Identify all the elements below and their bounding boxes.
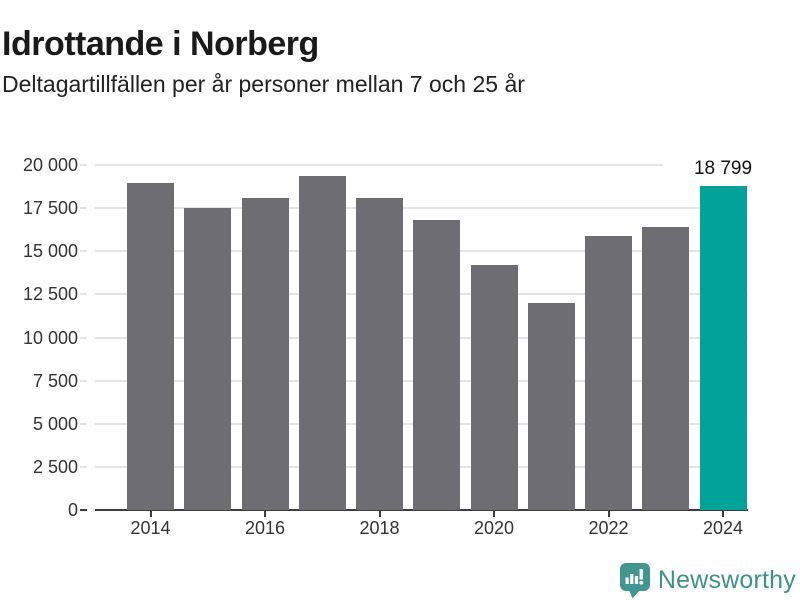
bar-2020 [470,265,518,510]
x-tick-label: 2020 [473,518,515,538]
y-tick-label: 12 500 [22,284,78,304]
bar-2017 [298,176,346,510]
y-tick-12500 [80,293,87,295]
y-tick-label: 10 000 [22,328,78,348]
x-tick-2016 [264,511,266,517]
brand-footer: Newsworthy [619,561,796,599]
y-tick-5000 [80,423,87,425]
x-tick-2020 [493,511,495,517]
x-tick-label: 2016 [244,518,286,538]
page-subtitle: Deltagartillfällen per år personer mella… [2,71,525,97]
x-tick-label: 2018 [359,518,400,538]
newsworthy-bar-chart-speech-bubble-icon [619,563,650,599]
x-tick-label: 2014 [130,518,171,538]
y-tick-0 [80,509,87,511]
x-tick-label: 2022 [588,518,629,538]
y-tick-17500 [80,207,87,209]
y-tick-label: 7 500 [32,371,78,391]
bar-2016 [241,197,289,510]
gridline-20000 [95,164,748,166]
brand-name: Newsworthy [657,566,796,594]
page-title: Idrottande i Norberg [2,24,319,63]
y-tick-label: 17 500 [22,198,78,218]
bar-2023 [642,227,690,510]
y-tick-label: 20 000 [22,155,78,175]
y-tick-label: 0 [67,500,78,520]
x-tick-label: 2024 [702,518,744,538]
bar-2022 [585,235,632,510]
bar-2018 [356,197,403,510]
y-tick-2500 [80,466,87,468]
x-axis-line [95,509,748,511]
bar-2024 [699,185,747,510]
x-tick-2024 [722,511,724,517]
y-tick-10000 [80,337,87,339]
bar-2014 [127,183,174,510]
y-tick-label: 2 500 [32,457,78,477]
x-tick-2014 [149,511,152,517]
y-tick-20000 [80,164,87,166]
bar-2019 [413,219,461,510]
y-tick-label: 15 000 [22,241,78,261]
gridline-17500 [95,207,748,209]
bar-2015 [184,207,232,510]
y-tick-label: 5 000 [32,414,78,434]
x-tick-2022 [607,511,610,517]
x-tick-2018 [378,511,381,517]
highlight-value-label: 18 799 [663,158,783,179]
y-tick-7500 [80,380,87,382]
bar-2021 [527,303,575,510]
y-tick-15000 [80,250,87,252]
